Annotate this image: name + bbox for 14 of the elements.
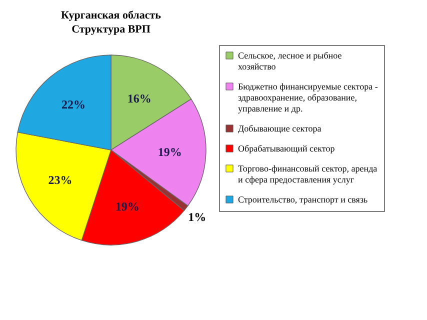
- data-label: 1%: [188, 210, 206, 224]
- legend-label: Строительство, транспорт и связь: [238, 194, 368, 204]
- data-label: 16%: [127, 91, 152, 106]
- data-label: 19%: [115, 200, 140, 214]
- legend-label: Сельское, лесное и рыбное хозяйство: [238, 50, 342, 72]
- data-label: 23%: [48, 172, 72, 187]
- data-label: 19%: [158, 144, 182, 159]
- chart-title: Курганская область: [61, 10, 162, 22]
- legend-label: Бюджетно финансируемые сектора - здравоохранение, образование, управление и др.: [238, 82, 378, 114]
- legend-label: Добывающие сектора: [238, 124, 322, 134]
- legend-label: Торгово-финансовый сектор, аренда и сфера предоставления услуг: [238, 164, 378, 184]
- legend-label: Обрабатывающий сектор: [238, 144, 336, 154]
- chart-subtitle: Структура ВРП: [72, 24, 151, 36]
- data-label: 22%: [61, 98, 86, 112]
